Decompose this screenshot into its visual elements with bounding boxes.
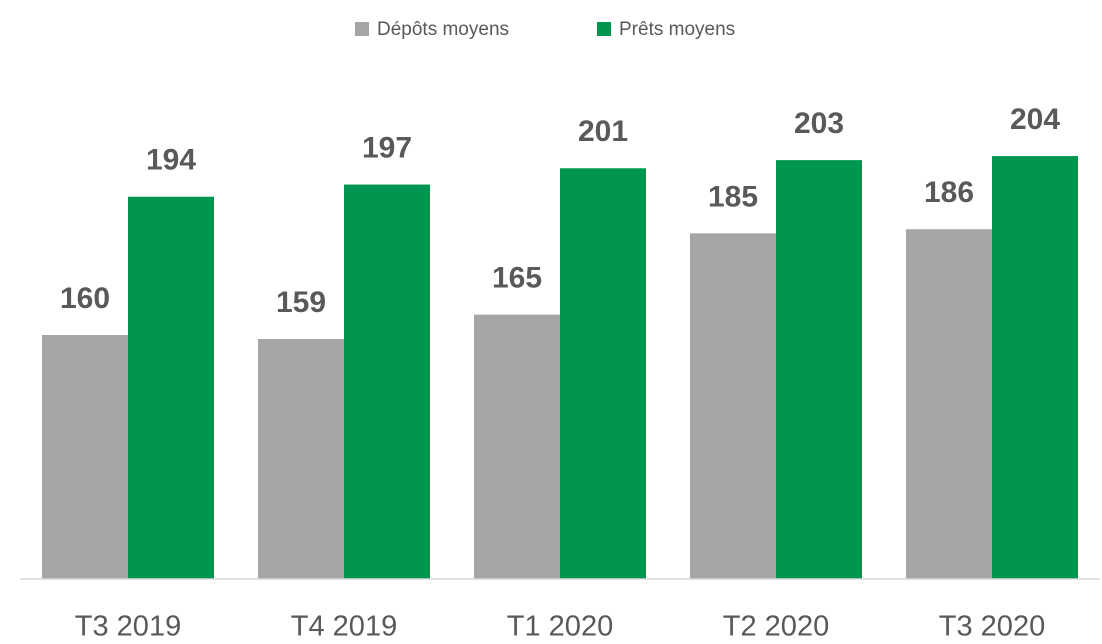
data-label: 159 [276,286,326,319]
data-label: 185 [708,180,758,213]
x-tick-label: T3 2020 [939,611,1045,643]
data-label: 194 [146,144,196,177]
bar [690,233,776,580]
bar [776,160,862,579]
bar [258,339,344,579]
legend-swatch [355,22,369,36]
bar [474,314,560,579]
x-tick-label: T3 2019 [75,611,181,643]
legend-swatch [597,22,611,36]
bar [560,168,646,579]
data-label: 197 [362,131,412,164]
data-label: 203 [794,107,844,140]
data-label: 165 [492,262,542,295]
bar [344,184,430,580]
bar [992,156,1078,580]
x-tick-label: T1 2020 [507,611,613,643]
bar [42,335,128,579]
bar [128,196,214,579]
legend-label: Prêts moyens [619,19,735,40]
bar [906,229,992,579]
data-label: 204 [1010,103,1060,136]
x-tick-label: T4 2019 [291,611,397,643]
data-label: 201 [578,115,628,148]
legend-label: Dépôts moyens [377,19,509,40]
data-label: 160 [60,282,110,315]
data-label: 186 [924,176,974,209]
x-tick-label: T2 2020 [723,611,829,643]
